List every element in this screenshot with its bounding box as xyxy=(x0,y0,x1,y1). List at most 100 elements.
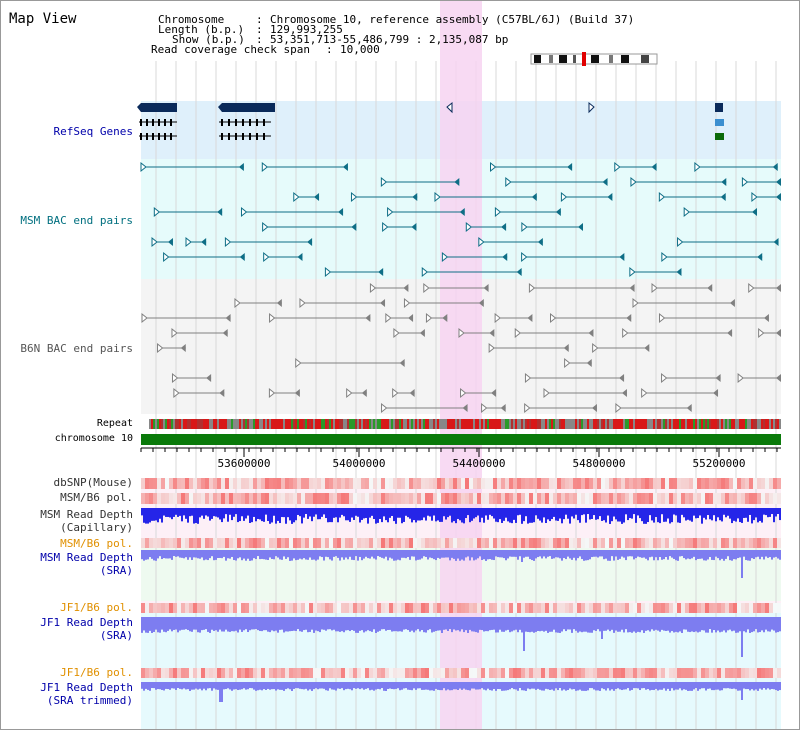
gene-block xyxy=(141,103,177,112)
track-label-msm-depth-sra[interactable]: MSM Read Depth xyxy=(40,551,133,564)
jf1-trimmed-depth-bar xyxy=(597,682,599,691)
msm-capillary-depth-bar xyxy=(773,508,775,523)
jf1-trimmed-depth-bar xyxy=(477,682,479,690)
jf1-pol2-cell xyxy=(229,668,233,678)
jf1-trimmed-depth-bar xyxy=(195,682,197,689)
msm-pol2-cell xyxy=(161,538,165,548)
msm-sra-depth-bar xyxy=(623,550,625,558)
jf1-sra-depth-bar xyxy=(153,617,155,632)
jf1-trimmed-depth-bar xyxy=(459,682,461,689)
msm-sra-depth-bar xyxy=(473,550,475,561)
msm-capillary-depth-bar xyxy=(703,508,705,518)
msm-capillary-depth-bar xyxy=(715,508,717,522)
dbsnp-cell xyxy=(445,478,449,489)
repeat-segment xyxy=(711,419,713,429)
repeat-segment xyxy=(189,419,191,429)
msm-sra-depth-bar xyxy=(751,550,753,559)
repeat-segment xyxy=(377,419,379,429)
msm-pol2-cell xyxy=(265,538,269,548)
track-label-jf1-depth-trimmed[interactable]: JF1 Read Depth xyxy=(40,681,133,694)
jf1-trimmed-depth-bar xyxy=(357,682,359,689)
msm-capillary-depth-bar xyxy=(555,508,557,521)
msm-capillary-depth-bar xyxy=(215,508,217,517)
dbsnp-cell xyxy=(537,478,541,489)
jf1-trimmed-depth-bar xyxy=(577,682,579,691)
repeat-segment xyxy=(677,419,679,429)
b6n-bac-end xyxy=(543,387,550,399)
dbsnp-cell xyxy=(705,478,709,489)
jf1-trimmed-depth-bar xyxy=(633,682,635,689)
msm-capillary-depth-bar xyxy=(663,508,665,522)
jf1-sra-depth-bar xyxy=(653,617,655,631)
jf1-trimmed-depth-bar xyxy=(293,682,295,689)
gene-block xyxy=(222,103,275,112)
track-label-msm-bac[interactable]: MSM BAC end pairs xyxy=(20,214,133,227)
msm-pol-cell xyxy=(185,493,189,504)
b6n-bac-end xyxy=(419,329,425,337)
msm-pol-cell xyxy=(657,493,661,504)
jf1-sra-depth-bar xyxy=(147,617,149,633)
jf1-sra-depth-bar xyxy=(397,617,399,632)
jf1-trimmed-depth-bar xyxy=(423,682,425,690)
jf1-pol2-cell xyxy=(489,668,493,678)
track-label-jf1-b6-pol[interactable]: JF1/B6 pol. xyxy=(60,601,133,614)
repeat-segment xyxy=(647,419,649,429)
jf1-pol2-cell xyxy=(417,668,421,678)
msm-sra-depth-bar xyxy=(615,550,617,557)
msm-capillary-depth-bar xyxy=(169,508,171,518)
jf1-sra-depth-bar xyxy=(229,617,231,632)
msm-capillary-depth-bar xyxy=(165,508,167,517)
track-label-dbsnp[interactable]: dbSNP(Mouse) xyxy=(53,476,133,489)
msm-pol-cell xyxy=(525,493,529,504)
msm-capillary-depth-bar xyxy=(551,508,553,520)
ideogram-band xyxy=(609,55,613,63)
track-label-msm-depth-capillary[interactable]: MSM Read Depth xyxy=(40,508,133,521)
track-label-b6n-bac[interactable]: B6N BAC end pairs xyxy=(20,342,133,355)
dbsnp-cell xyxy=(409,478,413,489)
msm-sra-depth-bar xyxy=(313,550,315,560)
msm-sra-depth-bar xyxy=(339,550,341,561)
dbsnp-cell xyxy=(241,478,245,489)
repeat-segment xyxy=(649,419,651,429)
track-label-msm-b6-pol[interactable]: MSM/B6 pol. xyxy=(60,491,133,504)
jf1-pol-cell xyxy=(149,603,153,613)
track-label-msm-depth-sra-sub: (SRA) xyxy=(99,564,133,577)
track-label-jf1-b6-pol-2[interactable]: JF1/B6 pol. xyxy=(60,666,133,679)
jf1-trimmed-depth-bar xyxy=(143,682,145,691)
jf1-pol2-cell xyxy=(649,668,653,678)
jf1-trimmed-depth-bar xyxy=(225,682,227,690)
jf1-pol2-cell xyxy=(765,668,769,678)
jf1-trimmed-depth-bar xyxy=(627,682,629,689)
jf1-sra-depth-bar xyxy=(375,617,377,633)
repeat-segment xyxy=(775,419,777,429)
msm-capillary-depth-bar xyxy=(421,508,423,521)
jf1-trimmed-depth-bar xyxy=(359,682,361,690)
jf1-pol2-cell xyxy=(289,668,293,678)
jf1-pol-cell xyxy=(265,603,269,613)
b6n-bac-end xyxy=(586,359,592,367)
repeat-segment xyxy=(635,419,637,429)
jf1-sra-depth-bar xyxy=(213,617,215,631)
jf1-pol2-cell xyxy=(525,668,529,678)
msm-sra-depth-bar xyxy=(357,550,359,561)
ideogram-band xyxy=(591,55,599,63)
repeat-segment xyxy=(613,419,615,429)
jf1-trimmed-depth-bar xyxy=(777,682,779,691)
jf1-trimmed-depth-bar xyxy=(631,682,633,690)
jf1-sra-depth-bar xyxy=(623,617,625,633)
jf1-pol2-cell xyxy=(529,668,533,678)
b6n-bac-end xyxy=(626,314,632,322)
msm-capillary-depth-bar xyxy=(447,508,449,518)
msm-sra-depth-bar xyxy=(511,550,513,557)
track-label-jf1-depth-sra[interactable]: JF1 Read Depth xyxy=(40,616,133,629)
repeat-segment xyxy=(579,419,581,429)
msm-sra-depth-bar xyxy=(497,550,499,558)
msm-capillary-depth-bar xyxy=(581,508,583,516)
msm-sra-depth-bar xyxy=(507,550,509,559)
track-label-msm-b6-pol-2[interactable]: MSM/B6 pol. xyxy=(60,537,133,550)
b6n-bac-end xyxy=(491,389,497,397)
dbsnp-cell xyxy=(457,478,461,489)
msm-pol2-cell xyxy=(453,538,457,548)
track-label-refseq-genes[interactable]: RefSeq Genes xyxy=(53,125,133,138)
msm-pol-cell xyxy=(169,493,173,504)
